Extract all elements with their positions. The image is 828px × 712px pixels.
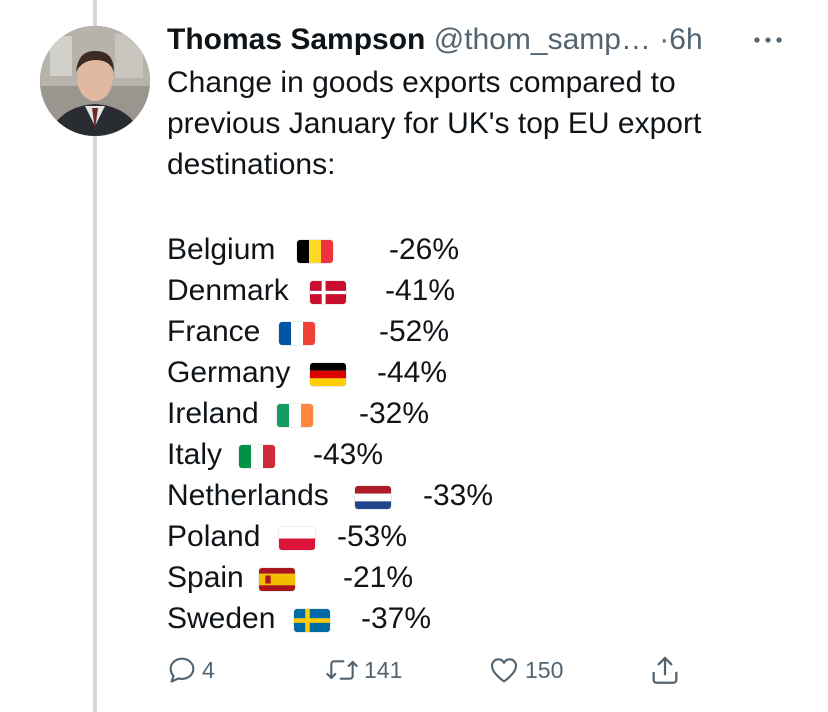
country-name: Poland	[167, 520, 261, 553]
ireland-flag-icon	[277, 404, 313, 427]
list-item: Poland -53%	[167, 516, 767, 557]
export-change-value: -26%	[389, 233, 460, 266]
thread-line	[93, 0, 97, 712]
export-change-value: -32%	[359, 397, 430, 430]
italy-flag-icon	[239, 445, 275, 468]
export-change-value: -43%	[313, 438, 384, 471]
avatar[interactable]	[40, 26, 150, 136]
country-name: Netherlands	[167, 479, 329, 512]
export-change-value: -37%	[361, 602, 432, 635]
reply-button[interactable]: 4	[166, 650, 215, 690]
country-name: Ireland	[167, 397, 259, 430]
tweet-text-line: Change in goods exports compared to	[167, 66, 676, 99]
country-name: Denmark	[167, 274, 289, 307]
sweden-flag-icon	[294, 609, 330, 632]
more-horizontal-icon[interactable]	[748, 20, 788, 60]
export-change-value: -53%	[337, 520, 408, 553]
denmark-flag-icon	[310, 281, 346, 304]
country-name: Germany	[167, 356, 291, 389]
list-item: Belgium -26%	[167, 229, 767, 270]
list-item: France -52%	[167, 311, 767, 352]
list-item: Germany -44%	[167, 352, 767, 393]
tweet-text-line: destinations:	[167, 148, 336, 181]
timestamp[interactable]: 6h	[669, 23, 703, 56]
germany-flag-icon	[310, 363, 346, 386]
list-item: Ireland -32%	[167, 393, 767, 434]
export-change-value: -33%	[423, 479, 494, 512]
author-handle[interactable]: @thom_samp…	[433, 23, 651, 56]
retweet-count: 141	[364, 656, 403, 683]
separator-dot: ·	[659, 23, 670, 56]
country-name: Spain	[167, 561, 244, 594]
country-name: Sweden	[167, 602, 276, 635]
heart-icon	[487, 654, 521, 686]
list-item: Italy -43%	[167, 434, 767, 475]
tweet-header: Thomas Sampson @thom_samp… ·6h	[167, 20, 807, 60]
poland-flag-icon	[279, 527, 315, 550]
export-change-list: Belgium -26% Denmark -41% France -52% Ge…	[167, 229, 767, 639]
like-count: 150	[525, 656, 564, 683]
list-item: Sweden -37%	[167, 598, 767, 639]
country-name: France	[167, 315, 261, 348]
export-change-value: -21%	[343, 561, 414, 594]
retweet-button[interactable]: 141	[324, 650, 402, 690]
share-icon	[648, 653, 682, 687]
tweet-actions: 4 141 150	[0, 650, 828, 690]
reply-count: 4	[202, 656, 215, 683]
spain-flag-icon	[259, 568, 295, 591]
export-change-value: -41%	[385, 274, 456, 307]
list-item: Netherlands -33%	[167, 475, 767, 516]
export-change-value: -52%	[379, 315, 450, 348]
like-button[interactable]: 150	[487, 650, 563, 690]
tweet-text-line: previous January for UK's top EU export	[167, 107, 702, 140]
tweet-text: Change in goods exports compared to prev…	[167, 62, 777, 185]
country-name: Italy	[167, 438, 223, 471]
export-change-value: -44%	[377, 356, 448, 389]
author-name[interactable]: Thomas Sampson	[167, 23, 426, 56]
list-item: Spain -21%	[167, 557, 767, 598]
france-flag-icon	[279, 322, 315, 345]
share-button[interactable]	[648, 650, 682, 690]
belgium-flag-icon	[297, 240, 333, 263]
country-name: Belgium	[167, 233, 276, 266]
list-item: Denmark -41%	[167, 270, 767, 311]
retweet-icon	[324, 654, 360, 686]
netherlands-flag-icon	[355, 486, 391, 509]
reply-icon	[166, 654, 198, 686]
